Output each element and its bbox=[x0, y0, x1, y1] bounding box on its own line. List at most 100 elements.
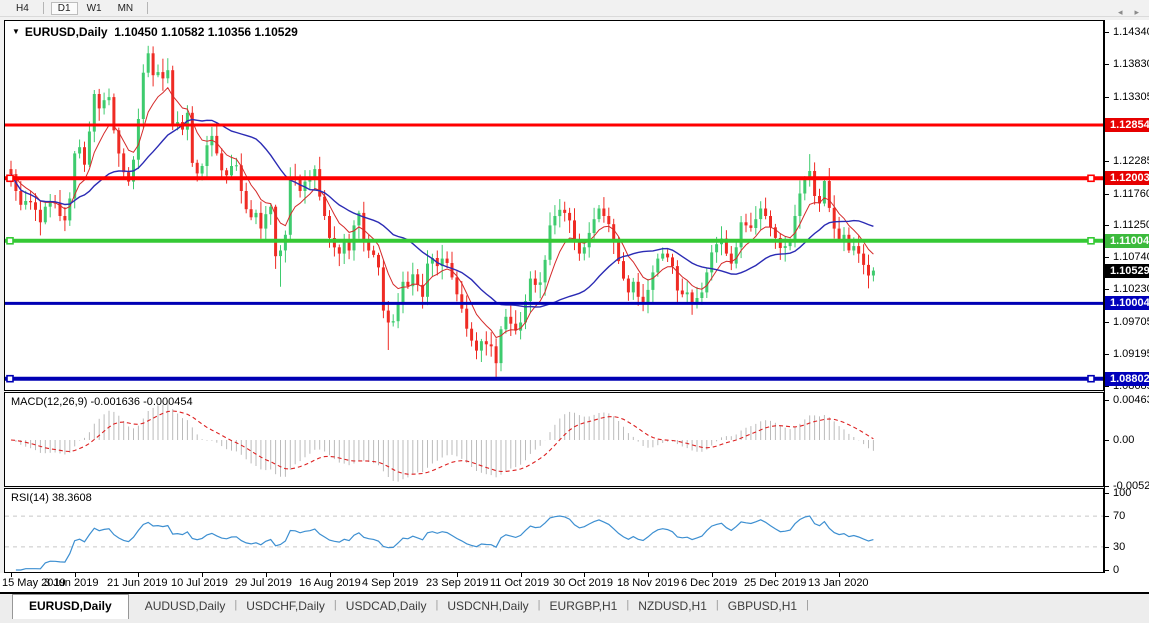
rsi-tick-label: 30 bbox=[1104, 541, 1126, 553]
hline-handle-right-1.08802[interactable] bbox=[1087, 374, 1095, 383]
macd-signal-line bbox=[10, 410, 874, 475]
price-tick-label: 1.11250 bbox=[1105, 218, 1149, 232]
tab-eurusd-daily[interactable]: EURUSD,Daily bbox=[12, 594, 129, 619]
date-label: 3 Jun 2019 bbox=[44, 577, 99, 589]
tab-scroll-arrows: ◂ ▸ bbox=[1106, 7, 1139, 18]
timeframe-button-w1[interactable]: W1 bbox=[86, 2, 102, 14]
main-chart-panel[interactable]: ▼ EURUSD,Daily 1.10450 1.10582 1.10356 1.… bbox=[4, 20, 1104, 391]
rsi-panel[interactable]: RSI(14) 38.3608 bbox=[4, 488, 1104, 573]
rsi-tick-label: 0 bbox=[1104, 564, 1120, 576]
date-label: 30 Oct 2019 bbox=[553, 577, 613, 589]
tab-usdchf-daily[interactable]: USDCHF,Daily bbox=[246, 599, 325, 613]
macd-tick-label: -0.005299 bbox=[1105, 479, 1149, 493]
rsi-tick-label: 70 bbox=[1104, 510, 1126, 522]
tab-separator: | bbox=[806, 599, 809, 611]
tab-usdcnh-daily[interactable]: USDCNH,Daily bbox=[447, 599, 529, 613]
chart-symbol-label: EURUSD,Daily bbox=[24, 25, 108, 39]
price-badge-1.10004: 1.10004 bbox=[1105, 296, 1149, 310]
main-chart-canvas[interactable] bbox=[5, 21, 1103, 390]
date-tick bbox=[330, 573, 331, 577]
date-tick bbox=[521, 573, 522, 577]
timeframe-button-h4[interactable]: H4 bbox=[16, 2, 29, 14]
timeframe-toolbar: H4 D1 W1 MN bbox=[0, 0, 1149, 17]
tab-eurgbp-h1[interactable]: EURGBP,H1 bbox=[549, 599, 618, 613]
date-label: 16 Aug 2019 bbox=[299, 577, 361, 589]
price-tick-label: 1.14340 bbox=[1105, 25, 1149, 39]
date-tick bbox=[584, 573, 585, 577]
tab-separator: | bbox=[234, 599, 238, 611]
tab-nzdusd-h1[interactable]: NZDUSD,H1 bbox=[638, 599, 707, 613]
price-badge-1.12854: 1.12854 bbox=[1105, 118, 1149, 132]
rsi-value: 38.3608 bbox=[51, 492, 92, 504]
tab-audusd-daily[interactable]: AUDUSD,Daily bbox=[144, 599, 226, 613]
timeframe-button-mn[interactable]: MN bbox=[117, 2, 134, 14]
date-label: 13 Jan 2020 bbox=[808, 577, 869, 589]
hline-handle-right-1.11004[interactable] bbox=[1087, 237, 1095, 245]
hline-handle-left-1.12003[interactable] bbox=[6, 174, 14, 183]
rsi-canvas[interactable] bbox=[5, 489, 1103, 572]
date-label: 23 Sep 2019 bbox=[426, 577, 489, 589]
price-badge-1.11004: 1.11004 bbox=[1105, 234, 1149, 248]
price-tick-label: 1.12285 bbox=[1105, 154, 1149, 168]
toolbar-separator bbox=[42, 2, 44, 14]
macd-panel[interactable]: MACD(12,26,9) -0.001636 -0.000454 bbox=[4, 392, 1104, 487]
price-badge-1.12003: 1.12003 bbox=[1105, 171, 1149, 185]
tab-separator: | bbox=[333, 599, 337, 611]
toolbar-separator bbox=[147, 2, 149, 14]
price-badge-1.08802: 1.08802 bbox=[1105, 372, 1149, 386]
rsi-label: RSI(14) 38.3608 bbox=[11, 492, 92, 504]
hline-handle-right-1.12003[interactable] bbox=[1087, 174, 1095, 183]
price-tick-label: 1.10230 bbox=[1105, 282, 1149, 296]
fast-ma-line bbox=[10, 86, 874, 339]
chart-title: ▼ EURUSD,Daily 1.10450 1.10582 1.10356 1.… bbox=[12, 25, 298, 39]
date-tick bbox=[138, 573, 139, 577]
price-tick-label: 1.09705 bbox=[1105, 315, 1149, 329]
date-label: 10 Jul 2019 bbox=[171, 577, 228, 589]
date-label: 11 Oct 2019 bbox=[490, 577, 550, 589]
tab-bar: EURUSD,Daily AUDUSD,Daily | USDCHF,Daily | US… bbox=[0, 594, 1149, 623]
date-axis: 15 May 2019 3 Jun 2019 21 Jun 2019 10 Jul 2… bbox=[0, 573, 1149, 594]
tab-scroll-left-icon[interactable]: ◂ bbox=[1117, 7, 1123, 17]
date-tick bbox=[266, 573, 267, 577]
date-label: 18 Nov 2019 bbox=[617, 577, 680, 589]
date-label: 6 Dec 2019 bbox=[681, 577, 738, 589]
macd-canvas[interactable] bbox=[5, 393, 1103, 486]
date-tick bbox=[393, 573, 394, 577]
date-label: 4 Sep 2019 bbox=[362, 577, 419, 589]
tab-separator: | bbox=[537, 599, 541, 611]
date-tick bbox=[11, 573, 12, 577]
date-tick bbox=[712, 573, 713, 577]
date-tick bbox=[775, 573, 776, 577]
date-tick bbox=[457, 573, 458, 577]
hline-handle-left-1.08802[interactable] bbox=[6, 374, 14, 383]
hline-handle-left-1.11004[interactable] bbox=[6, 237, 14, 245]
date-label: 15 May 2019 bbox=[2, 577, 66, 589]
rsi-line bbox=[15, 515, 874, 571]
timeframe-button-d1[interactable]: D1 bbox=[50, 1, 78, 15]
date-tick bbox=[839, 573, 840, 577]
chart-ohlc-values: 1.10450 1.10582 1.10356 1.10529 bbox=[114, 25, 298, 39]
date-tick bbox=[648, 573, 649, 577]
macd-tick-label: 0.00463 bbox=[1105, 393, 1149, 407]
tab-separator: | bbox=[626, 599, 630, 611]
tab-separator: | bbox=[435, 599, 439, 611]
date-label: 29 Jul 2019 bbox=[235, 577, 292, 589]
price-tick-label: 1.13305 bbox=[1105, 90, 1149, 104]
price-tick-label: 1.10740 bbox=[1105, 250, 1149, 264]
macd-label: MACD(12,26,9) -0.001636 -0.000454 bbox=[11, 396, 193, 408]
chart-dropdown-icon[interactable]: ▼ bbox=[12, 27, 20, 36]
macd-values: -0.001636 -0.000454 bbox=[90, 396, 193, 408]
price-tick-label: 1.09195 bbox=[1105, 347, 1149, 361]
slow-ma-line bbox=[10, 118, 874, 308]
price-tick-label: 1.13830 bbox=[1105, 57, 1149, 71]
candles bbox=[9, 45, 875, 380]
tab-gbpusd-h1[interactable]: GBPUSD,H1 bbox=[727, 599, 798, 613]
date-tick bbox=[75, 573, 76, 577]
date-tick bbox=[202, 573, 203, 577]
rsi-tick-label: 100 bbox=[1104, 487, 1132, 499]
date-label: 25 Dec 2019 bbox=[744, 577, 807, 589]
macd-tick-label: 0.00 bbox=[1104, 434, 1135, 446]
tab-scroll-right-icon[interactable]: ▸ bbox=[1134, 7, 1139, 17]
tab-usdcad-daily[interactable]: USDCAD,Daily bbox=[345, 599, 427, 613]
